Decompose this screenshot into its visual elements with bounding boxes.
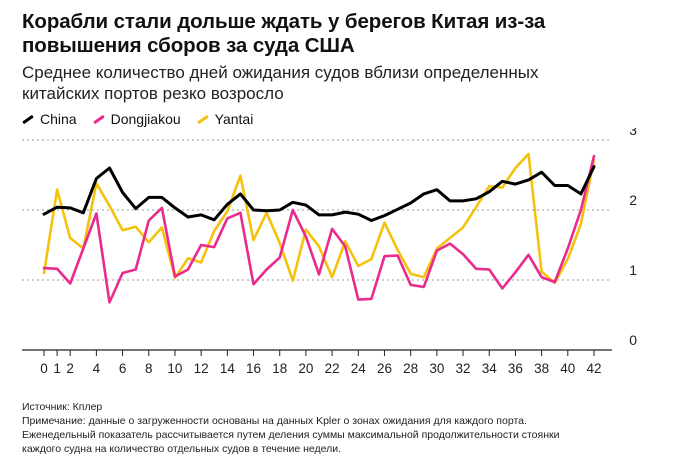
subtitle-line-1: Среднее количество дней ожидания судов в… bbox=[22, 63, 539, 82]
chart-subtitle: Среднее количество дней ожидания судов в… bbox=[22, 62, 662, 104]
legend-swatch-china bbox=[22, 114, 34, 124]
legend: China Dongjiakou Yantai bbox=[22, 111, 253, 127]
series-line-china bbox=[42, 165, 596, 222]
title-line-1: Корабли стали дольше ждать у берегов Кит… bbox=[22, 10, 546, 33]
x-tick-label: 34 bbox=[482, 361, 498, 376]
x-tick-label: 42 bbox=[586, 361, 601, 376]
x-tick-label: 32 bbox=[456, 361, 471, 376]
x-tick-label: 22 bbox=[325, 361, 340, 376]
legend-item-dongjiakou: Dongjiakou bbox=[92, 111, 181, 127]
note-line-1: Примечание: данные о загруженности основ… bbox=[22, 415, 527, 427]
x-tick-label: 26 bbox=[377, 361, 392, 376]
x-tick-label: 6 bbox=[119, 361, 127, 376]
x-tick-label: 20 bbox=[298, 361, 313, 376]
series-line-dongjiakou bbox=[42, 154, 596, 304]
x-tick-label: 14 bbox=[220, 361, 236, 376]
x-tick-label: 28 bbox=[403, 361, 418, 376]
legend-swatch-yantai bbox=[196, 114, 209, 124]
legend-item-yantai: Yantai bbox=[196, 111, 254, 127]
title-line-2: повышения сборов за суда США bbox=[22, 34, 355, 57]
legend-label-dongjiakou: Dongjiakou bbox=[110, 111, 181, 127]
y-tick-label: 3 bbox=[629, 128, 637, 138]
x-tick-label: 2 bbox=[66, 361, 74, 376]
legend-label-china: China bbox=[40, 111, 77, 127]
y-tick-label: 1 bbox=[629, 262, 637, 278]
legend-label-yantai: Yantai bbox=[214, 111, 254, 127]
note-line-2: Еженедельный показатель рассчитывается п… bbox=[22, 429, 560, 441]
x-tick-label: 0 bbox=[40, 361, 48, 376]
series-line-yantai bbox=[42, 152, 596, 285]
y-tick-label: 0 bbox=[629, 332, 637, 348]
chart-notes: Источник: Кплер Примечание: данные о заг… bbox=[22, 400, 672, 456]
legend-swatch-dongjiakou bbox=[92, 114, 105, 124]
source-note: Источник: Кплер bbox=[22, 401, 103, 413]
x-tick-label: 38 bbox=[534, 361, 549, 376]
note-line-3: каждого судна на количество отдельных су… bbox=[22, 443, 342, 455]
chart-title: Корабли стали дольше ждать у берегов Кит… bbox=[22, 10, 662, 58]
legend-item-china: China bbox=[22, 111, 77, 127]
x-tick-label: 40 bbox=[560, 361, 575, 376]
y-tick-label: 2 bbox=[629, 192, 637, 208]
x-tick-label: 1 bbox=[53, 361, 61, 376]
x-tick-label: 36 bbox=[508, 361, 523, 376]
x-tick-label: 8 bbox=[145, 361, 153, 376]
x-tick-label: 30 bbox=[429, 361, 444, 376]
x-tick-label: 4 bbox=[93, 361, 101, 376]
x-tick-label: 16 bbox=[246, 361, 261, 376]
x-tick-label: 18 bbox=[272, 361, 287, 376]
subtitle-line-2: китайских портов резко возросло bbox=[22, 84, 284, 103]
x-tick-label: 12 bbox=[194, 361, 209, 376]
x-tick-label: 10 bbox=[167, 361, 182, 376]
x-tick-label: 24 bbox=[351, 361, 367, 376]
